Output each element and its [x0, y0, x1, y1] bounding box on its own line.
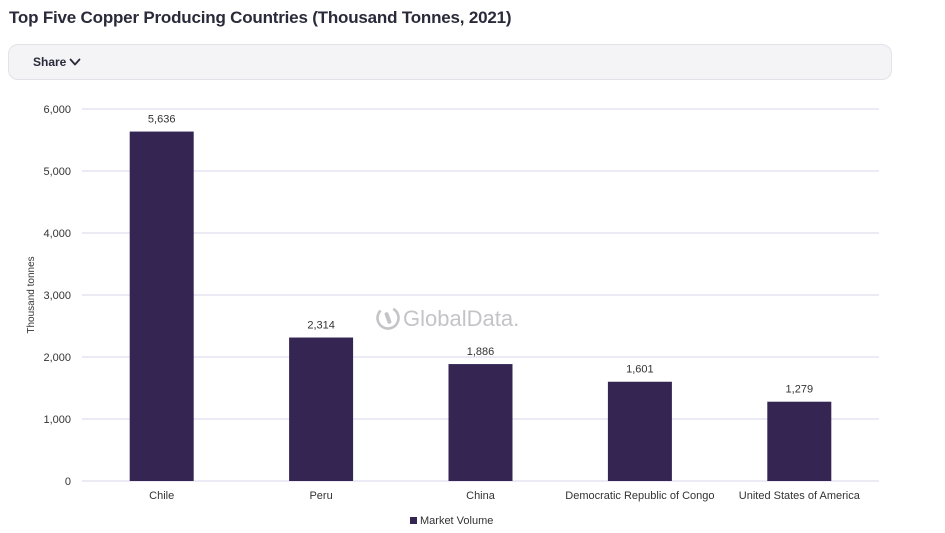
x-category-label: Chile — [149, 490, 174, 502]
globaldata-logo-icon — [376, 306, 400, 330]
data-label: 1,279 — [786, 384, 814, 396]
share-bar: Share — [8, 44, 892, 80]
x-category-label: United States of America — [739, 490, 861, 502]
bar[interactable] — [289, 337, 354, 481]
bars — [129, 131, 832, 481]
watermark-text: GlobalData. — [403, 306, 519, 331]
share-button[interactable]: Share — [33, 55, 81, 69]
legend-swatch — [410, 517, 417, 524]
data-label: 2,314 — [307, 320, 335, 332]
y-tick-label: 3,000 — [43, 290, 71, 302]
bar[interactable] — [607, 381, 672, 481]
y-tick-label: 1,000 — [43, 414, 71, 426]
y-tick-label: 0 — [65, 476, 71, 488]
chevron-down-icon — [69, 57, 81, 67]
x-category-label: Democratic Republic of Congo — [565, 490, 714, 502]
y-tick-label: 5,000 — [43, 166, 71, 178]
x-category-label: Peru — [309, 490, 332, 502]
legend[interactable]: Market Volume — [410, 515, 493, 527]
data-label: 5,636 — [148, 114, 176, 126]
bar[interactable] — [448, 364, 513, 481]
y-axis-label: Thousand tonnes — [26, 256, 37, 333]
y-axis-ticks: 0 1,000 2,000 3,000 4,000 5,000 6,000 — [43, 104, 71, 488]
bar[interactable] — [129, 131, 194, 481]
y-tick-label: 4,000 — [43, 228, 71, 240]
watermark: GlobalData. — [376, 306, 519, 331]
chart-title: Top Five Copper Producing Countries (Tho… — [9, 8, 512, 27]
share-label: Share — [33, 55, 67, 69]
bar[interactable] — [767, 401, 832, 481]
data-label: 1,601 — [626, 364, 654, 376]
x-axis-categories: Chile Peru China Democratic Republic of Con… — [149, 490, 861, 502]
y-tick-label: 2,000 — [43, 352, 71, 364]
data-label: 1,886 — [467, 346, 495, 358]
y-tick-label: 6,000 — [43, 104, 71, 116]
data-labels: 5,636 2,314 1,886 1,601 1,279 — [148, 114, 813, 396]
legend-label: Market Volume — [420, 515, 493, 527]
x-category-label: China — [466, 490, 496, 502]
